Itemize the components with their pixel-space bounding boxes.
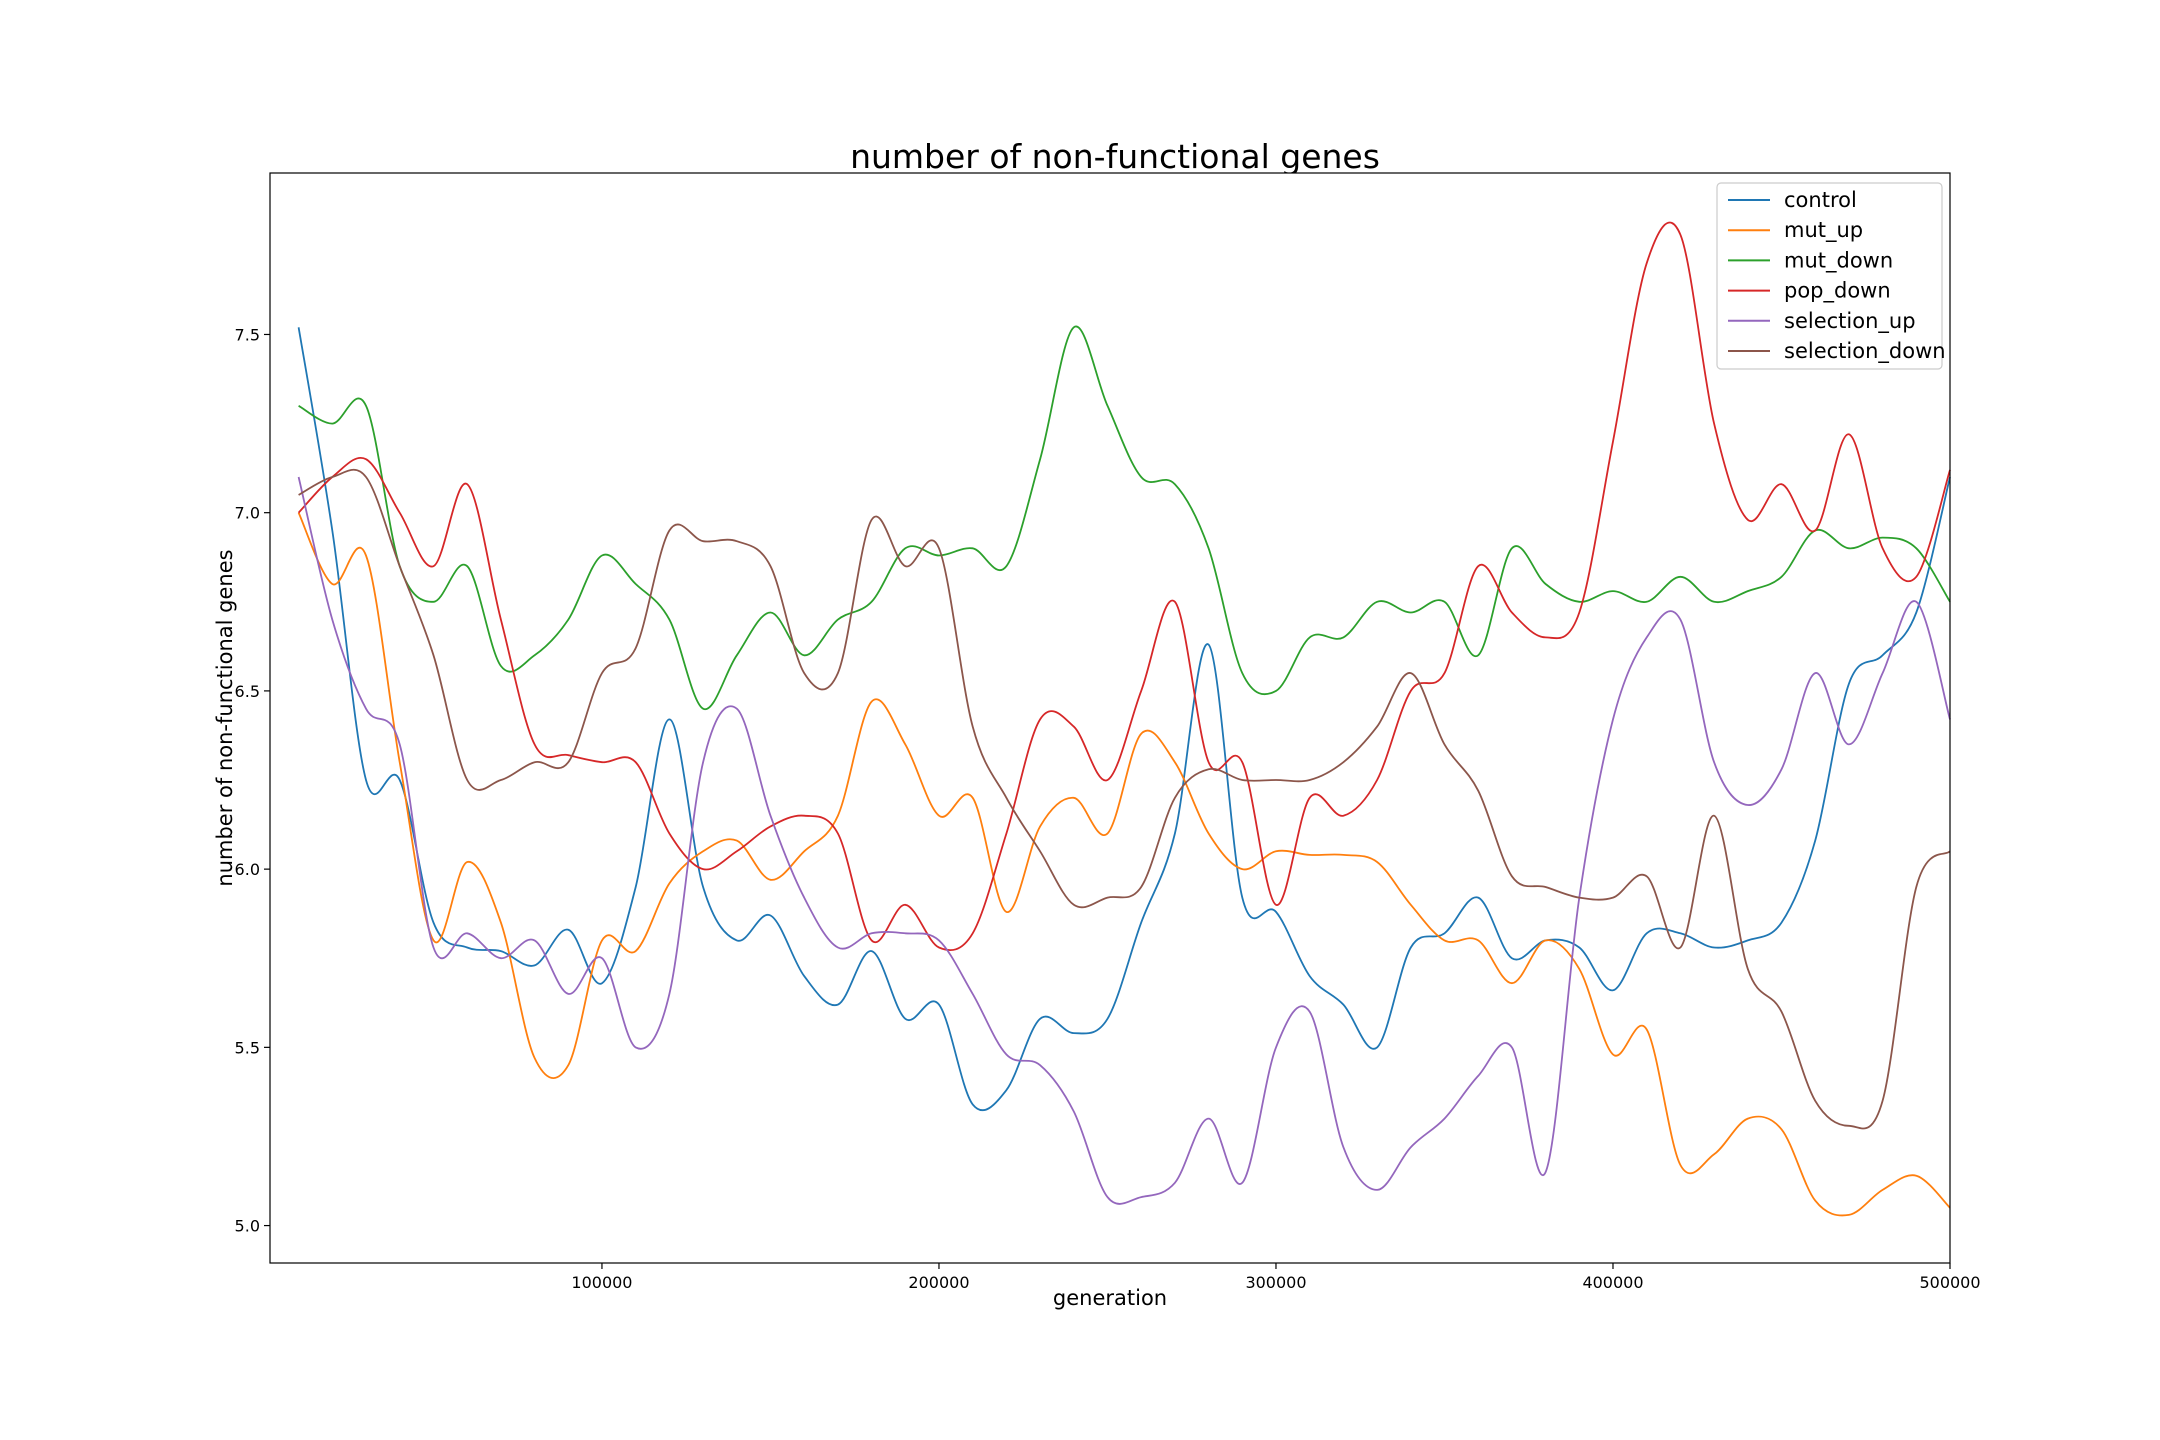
legend: control mut_up mut_down pop_down selection_u… — [1716, 182, 1946, 370]
x-tick-label: 100000 — [571, 1273, 632, 1292]
y-tick-label: 5.0 — [235, 1217, 260, 1236]
x-tick-label: 300000 — [1245, 1273, 1306, 1292]
x-tick-label: 200000 — [908, 1273, 969, 1292]
legend-label: selection_up — [1784, 309, 1916, 334]
y-tick-label: 5.5 — [235, 1038, 260, 1057]
y-axis: 5.0 5.5 6.0 6.5 7.0 7.5 — [235, 325, 270, 1236]
legend-label: pop_down — [1784, 279, 1891, 304]
y-tick-label: 7.5 — [235, 325, 260, 344]
chart-title: number of non-functional genes — [850, 137, 1380, 176]
x-tick-label: 400000 — [1582, 1273, 1643, 1292]
y-tick-label: 6.5 — [235, 682, 260, 701]
series-line-selection-down — [298, 468, 1951, 1130]
series-line-pop-down — [297, 221, 1951, 952]
series-line-mut-down — [298, 325, 1951, 710]
plot-frame — [269, 172, 1951, 1264]
legend-box — [1716, 182, 1943, 370]
plot-area — [269, 172, 1951, 1264]
legend-entries: control mut_up mut_down pop_down selection_u… — [1728, 188, 1946, 364]
legend-label: selection_down — [1784, 339, 1946, 364]
legend-label: mut_up — [1784, 218, 1863, 243]
x-axis: 100000 200000 300000 400000 500000 — [571, 1263, 1981, 1292]
plot-background — [270, 173, 1950, 1263]
series-layer — [297, 221, 1951, 1217]
series-line-selection-up — [297, 476, 1951, 1205]
x-tick-label: 500000 — [1919, 1273, 1980, 1292]
legend-label: control — [1784, 188, 1857, 212]
legend-label: mut_down — [1784, 248, 1893, 273]
y-axis-label: number of non-functional genes — [213, 549, 237, 886]
y-tick-label: 6.0 — [235, 860, 260, 879]
series-line-mut-up — [297, 512, 1951, 1217]
y-tick-label: 7.0 — [235, 504, 260, 523]
x-axis-label: generation — [1053, 1286, 1167, 1310]
